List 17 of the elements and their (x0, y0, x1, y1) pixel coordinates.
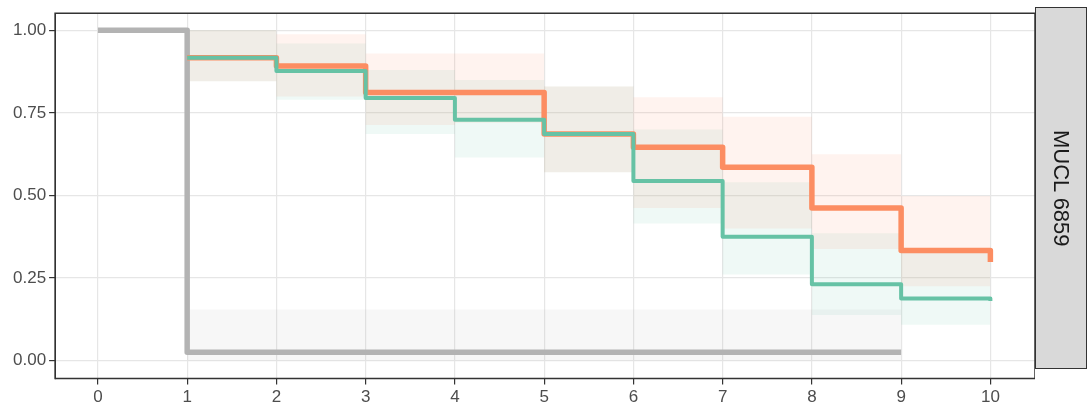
x-tick-label: 6 (628, 387, 639, 407)
y-tick-label: 0.75 (12, 102, 47, 122)
x-tick-label: 7 (717, 387, 728, 407)
x-tick-label: 9 (896, 387, 906, 407)
x-tick-label: 10 (980, 387, 1000, 407)
x-tick-label: 1 (182, 387, 192, 407)
y-tick-label: 0.25 (12, 267, 47, 287)
y-tick-label: 1.00 (12, 20, 47, 40)
x-tick-label: 5 (539, 387, 549, 407)
x-tick-label: 4 (450, 387, 460, 407)
x-tick-label: 3 (360, 387, 371, 407)
x-tick-label: 0 (93, 387, 103, 407)
x-tick-label: 2 (271, 387, 282, 407)
y-tick-label: 0.00 (12, 350, 47, 370)
y-tick-label: 0.50 (12, 185, 47, 205)
x-tick-label: 8 (807, 387, 817, 407)
text: MUCL 6859 (1048, 129, 1074, 247)
